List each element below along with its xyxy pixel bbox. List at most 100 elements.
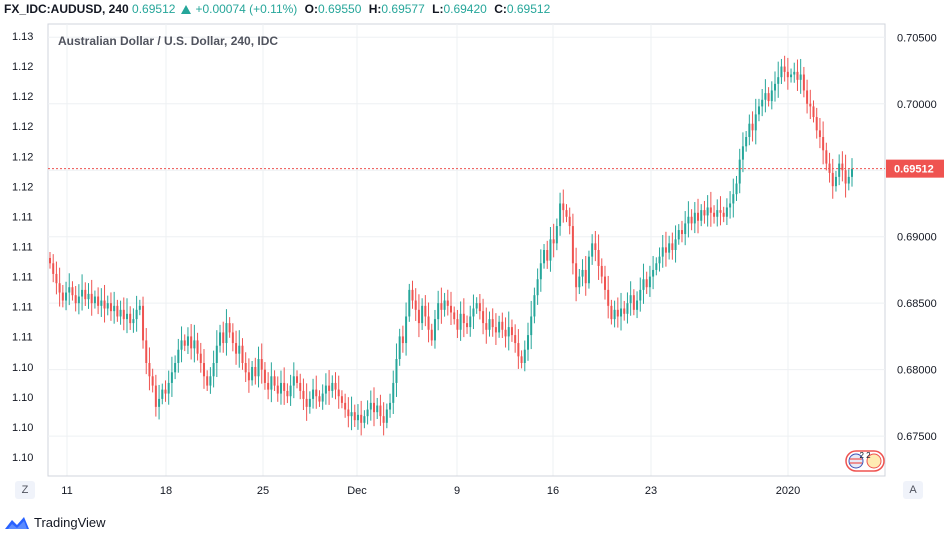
y-tick-label-right: 0.69000 <box>897 232 937 244</box>
candle-body <box>350 412 353 417</box>
candle-body <box>568 216 571 227</box>
candle-body <box>603 276 606 290</box>
y-tick-label-left: 1.12 <box>12 61 33 73</box>
candle-body <box>414 300 417 310</box>
candle-body <box>754 114 757 131</box>
candle-body <box>504 329 507 337</box>
chart-legend-header: FX_IDC:AUDUSD, 240 0.69512 +0.00074 (+0.1… <box>4 2 554 20</box>
candle-body <box>206 376 209 386</box>
candle-body <box>222 332 225 344</box>
candles-group <box>49 55 853 436</box>
last-price-label: 0.69512 <box>894 164 934 176</box>
candle-body <box>109 303 112 312</box>
candle-body <box>369 402 372 410</box>
candle-body <box>100 300 103 306</box>
candle-body <box>581 269 584 277</box>
candle-body <box>809 103 812 107</box>
candle-body <box>491 319 494 328</box>
candle-body <box>825 150 828 164</box>
candle-body <box>613 309 616 320</box>
candle-body <box>851 168 853 177</box>
candle-body <box>433 319 436 341</box>
y-tick-label-right: 0.68500 <box>897 298 937 310</box>
candle-body <box>818 130 821 137</box>
candle-body <box>225 323 228 344</box>
x-tick-label: 9 <box>454 485 460 497</box>
candle-body <box>202 363 205 377</box>
low-label: L: <box>432 2 444 16</box>
candle-body <box>645 279 648 288</box>
candle-body <box>161 389 164 399</box>
candle-body <box>578 276 581 288</box>
candle-body <box>401 336 404 344</box>
candle-body <box>411 289 414 301</box>
candle-body <box>190 336 193 349</box>
candle-body <box>594 243 597 250</box>
candle-body <box>450 305 452 313</box>
candle-body <box>302 390 305 399</box>
candle-body <box>847 176 850 184</box>
candle-body <box>235 343 238 354</box>
candle-body <box>65 292 68 301</box>
candle-body <box>697 212 700 221</box>
tradingview-logo-icon <box>5 517 29 529</box>
candle-body <box>790 74 793 78</box>
y-tick-label-left: 1.10 <box>12 392 33 404</box>
candle-body <box>337 389 340 397</box>
x-tick-label: 25 <box>257 485 269 497</box>
candle-body <box>478 303 481 312</box>
candle-body <box>398 336 401 360</box>
candle-body <box>132 319 135 324</box>
open-label: O: <box>304 2 318 16</box>
candle-body <box>312 389 315 399</box>
candle-body <box>664 247 667 253</box>
candle-body <box>751 123 754 131</box>
candle-body <box>219 332 222 346</box>
candle-body <box>684 223 687 235</box>
candle-body <box>716 210 719 217</box>
candle-body <box>648 276 651 288</box>
candle-body <box>748 123 751 137</box>
candle-body <box>668 243 671 253</box>
candle-body <box>446 300 449 306</box>
candle-body <box>536 279 539 296</box>
candle-body <box>283 382 286 391</box>
candle-body <box>212 363 215 377</box>
candle-body <box>523 349 526 363</box>
flags-badge[interactable]: 2 2 <box>845 450 885 472</box>
candle-body <box>642 279 645 290</box>
candle-body <box>315 389 318 397</box>
candle-body <box>437 303 440 320</box>
candle-body <box>783 66 786 72</box>
zoom-button[interactable]: Z <box>15 481 35 499</box>
candle-body <box>373 402 376 413</box>
candle-body <box>366 409 369 417</box>
candle-body <box>305 398 308 407</box>
auto-scale-button[interactable]: A <box>903 481 923 499</box>
candle-body <box>626 303 629 314</box>
candle-body <box>61 292 64 301</box>
footer-brand[interactable]: TradingView <box>4 512 106 532</box>
candle-body <box>196 340 199 354</box>
candle-body <box>421 305 424 324</box>
candle-body <box>267 382 270 390</box>
candle-body <box>719 210 722 213</box>
candle-body <box>713 212 716 217</box>
candle-body <box>353 412 356 421</box>
price-change: +0.00074 (+0.11%) <box>195 2 298 16</box>
candle-body <box>164 389 167 394</box>
candle-body <box>209 376 212 386</box>
candle-body <box>539 263 542 280</box>
candle-body <box>466 323 469 328</box>
candle-body <box>526 335 529 350</box>
candle-body <box>299 382 302 391</box>
open-value: 0.69550 <box>317 2 362 16</box>
y-tick-label-left: 1.10 <box>12 362 33 374</box>
brand-name: TradingView <box>34 514 106 530</box>
high-value: 0.69577 <box>381 2 425 16</box>
candle-body <box>340 396 343 403</box>
candle-body <box>177 349 180 363</box>
y-tick-label-left: 1.11 <box>12 302 33 314</box>
candle-body <box>735 183 738 195</box>
